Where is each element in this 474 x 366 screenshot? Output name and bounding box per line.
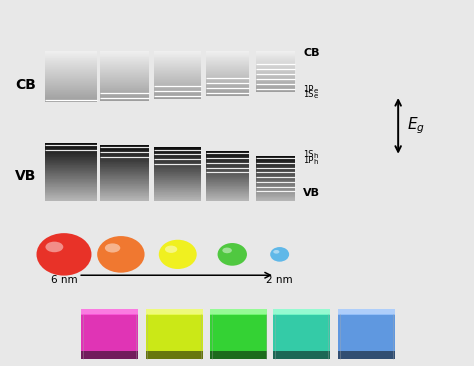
Text: CB: CB xyxy=(303,48,320,58)
Text: 2 nm: 2 nm xyxy=(266,275,293,285)
Text: 1P: 1P xyxy=(303,156,314,165)
Bar xyxy=(146,314,202,359)
Bar xyxy=(210,314,267,359)
Text: h: h xyxy=(314,159,318,165)
Text: e: e xyxy=(314,88,318,94)
Bar xyxy=(210,351,267,359)
Text: h: h xyxy=(314,153,318,159)
Bar xyxy=(146,309,202,315)
Ellipse shape xyxy=(46,242,64,252)
Ellipse shape xyxy=(97,236,145,273)
Bar xyxy=(81,309,137,315)
Ellipse shape xyxy=(273,250,279,254)
Ellipse shape xyxy=(159,240,197,269)
Text: VB: VB xyxy=(15,169,37,183)
Text: $E_g$: $E_g$ xyxy=(407,116,425,136)
Bar xyxy=(273,351,330,359)
Text: 1S: 1S xyxy=(303,150,314,159)
Text: 6 nm: 6 nm xyxy=(51,275,77,285)
Ellipse shape xyxy=(222,247,232,253)
Ellipse shape xyxy=(270,247,289,262)
Bar xyxy=(81,314,137,359)
Bar xyxy=(210,309,267,315)
Bar xyxy=(81,351,137,359)
Bar xyxy=(338,314,395,359)
Ellipse shape xyxy=(165,246,177,253)
Bar xyxy=(146,351,202,359)
Text: VB: VB xyxy=(303,188,320,198)
Ellipse shape xyxy=(36,233,91,276)
Text: CB: CB xyxy=(16,78,36,92)
Bar xyxy=(273,309,330,315)
Text: 1S: 1S xyxy=(303,90,314,99)
Bar xyxy=(338,309,395,315)
Bar xyxy=(273,314,330,359)
Text: 1P: 1P xyxy=(303,85,314,94)
Text: e: e xyxy=(314,93,318,99)
Bar xyxy=(338,351,395,359)
Ellipse shape xyxy=(105,243,120,253)
Ellipse shape xyxy=(218,243,247,266)
